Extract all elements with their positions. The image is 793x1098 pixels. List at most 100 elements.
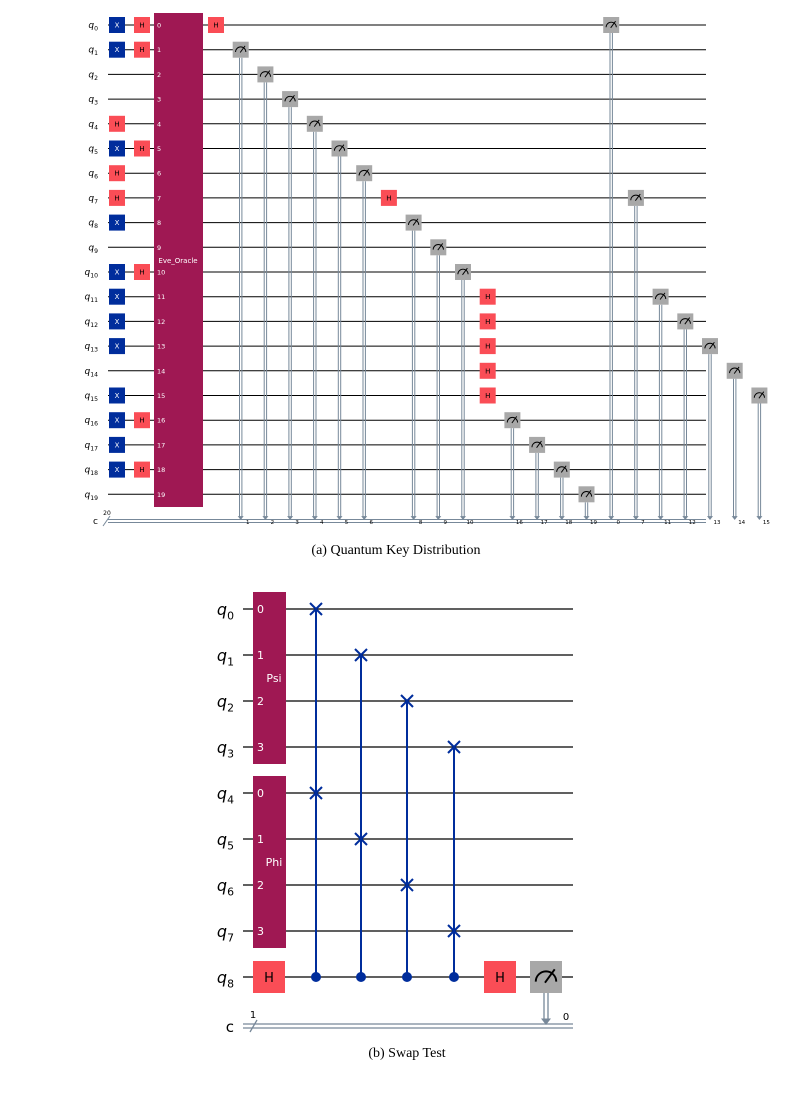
qkd-measure-arrow — [237, 516, 244, 520]
qkd-oracle-port-label: 0 — [157, 22, 161, 30]
qkd-cbit-label: 19 — [590, 520, 597, 526]
qkd-cbit-label: 4 — [320, 520, 324, 526]
qkd-qubit-label-base: q — [85, 293, 91, 303]
swap-h-gate-label: H — [264, 971, 274, 986]
swap-phi-port-label: 1 — [257, 833, 264, 846]
qkd-x-gate-label: X — [115, 219, 120, 227]
swap-qubit-label-sub: 2 — [227, 701, 234, 714]
qkd-qubit-label-base: q — [88, 70, 94, 80]
swap-control-dot — [356, 972, 366, 982]
qkd-measure-gate — [603, 17, 620, 33]
qkd-measure-gate — [232, 41, 249, 58]
qkd-x-gate — [109, 436, 125, 453]
qkd-qubit-label-sub: 10 — [90, 273, 98, 280]
qkd-measure-gate-meter-arc — [432, 244, 444, 250]
qkd-measure-gate — [282, 91, 299, 108]
qkd-x-gate — [109, 264, 125, 280]
qkd-cbit-label: 11 — [664, 520, 671, 526]
qkd-x-gate-label: X — [115, 46, 120, 54]
qkd-qubit-label: q4 — [88, 120, 98, 132]
qkd-measure-gate-meter-needle — [239, 45, 246, 53]
qkd-h-gate-label: H — [139, 46, 144, 54]
qkd-measure-arrow — [558, 516, 565, 520]
qkd-h-gate-label: H — [485, 343, 490, 351]
swap-control-dot — [311, 972, 321, 982]
qkd-oracle-port-label: 5 — [157, 145, 161, 153]
swap-qubit-label: q7 — [217, 922, 234, 944]
qkd-measure-arrow — [583, 516, 590, 520]
qkd-qubit-label-sub: 19 — [90, 495, 98, 502]
qkd-measure-gate-meter-arc — [630, 194, 642, 201]
qkd-measure-gate-meter-needle — [313, 119, 320, 127]
qkd-measure-gate-meter-needle — [733, 366, 740, 374]
swap-control-dot — [449, 972, 459, 982]
qkd-measure-gate — [702, 338, 718, 355]
swap-qubit-label-base: q — [217, 600, 227, 619]
qkd-qubit-label-sub: 17 — [90, 445, 98, 452]
qkd-oracle-port-label: 19 — [157, 491, 165, 499]
qkd-h-gate — [380, 189, 397, 206]
qkd-measure-gate — [627, 189, 644, 206]
qkd-x-gate-label: X — [115, 318, 120, 326]
qkd-cbit-label: 2 — [271, 520, 275, 526]
swap-cross-mark — [447, 740, 461, 754]
qkd-measure-gate-meter-needle — [610, 20, 616, 29]
qkd-qubit-label-base: q — [88, 95, 94, 105]
swap-phi-port-label: 0 — [257, 787, 264, 800]
swap-phi-box — [253, 776, 286, 948]
qkd-x-gate — [109, 17, 125, 33]
qkd-measure-arrow — [262, 516, 269, 520]
qkd-measure-arrow — [682, 516, 689, 520]
qkd-classical-bundle-slash — [102, 515, 111, 527]
qkd-h-gate — [109, 165, 125, 182]
qkd-cbit-label: 17 — [541, 520, 548, 526]
qkd-eve-oracle-box — [154, 13, 203, 507]
qkd-qubit-label-base: q — [88, 194, 94, 204]
qkd-measure-gate-meter-needle — [758, 391, 765, 399]
swap-cross-mark — [309, 786, 323, 800]
qkd-x-gate-label: X — [115, 269, 120, 277]
swap-phi-port-label: 2 — [257, 879, 264, 892]
qkd-caption: (a) Quantum Key Distribution — [311, 543, 480, 558]
qkd-h-gate-label: H — [114, 170, 119, 178]
qkd-x-gate — [109, 288, 125, 305]
qkd-qubit-label-sub: 1 — [94, 50, 98, 57]
qkd-qubit-label: q18 — [85, 466, 99, 478]
qkd-qubit-label-base: q — [85, 342, 91, 352]
swap-classical-label: c — [226, 1018, 234, 1036]
qkd-measure-arrow — [361, 516, 368, 520]
qkd-oracle-port-label: 18 — [157, 466, 165, 474]
qkd-x-gate-label: X — [115, 417, 120, 425]
qkd-x-gate-label: X — [115, 392, 120, 400]
qkd-cbit-label: 16 — [516, 520, 523, 526]
qkd-h-gate — [479, 387, 496, 404]
qkd-qubit-label-base: q — [88, 46, 94, 56]
swap-h-gate — [484, 961, 516, 993]
qkd-measure-gate — [430, 239, 447, 256]
qkd-h-gate — [479, 313, 496, 330]
qkd-qubit-label-base: q — [88, 120, 94, 130]
swap-psi-port-label: 3 — [257, 741, 264, 754]
swap-qubit-label-base: q — [217, 646, 227, 665]
qkd-h-gate-label: H — [139, 269, 144, 277]
swap-qubit-label-sub: 6 — [227, 885, 234, 898]
qkd-qubit-label: q8 — [88, 219, 98, 231]
qkd-measure-arrow — [608, 516, 615, 520]
qkd-classical-label: c — [93, 517, 98, 527]
qkd-qubit-label-base: q — [85, 317, 91, 327]
qkd-oracle-port-label: 1 — [157, 46, 161, 54]
qkd-measure-gate — [405, 214, 422, 231]
qkd-h-gate — [109, 189, 125, 206]
qkd-oracle-port-label: 6 — [157, 170, 161, 178]
qkd-qubit-label: q3 — [88, 95, 98, 107]
qkd-h-gate-label: H — [114, 194, 119, 202]
qkd-qubit-label-sub: 11 — [90, 297, 98, 304]
qkd-measure-gate — [677, 313, 694, 330]
qkd-oracle-port-label: 16 — [157, 417, 165, 425]
qkd-measure-gate-meter-arc — [284, 95, 296, 102]
qkd-qubit-label: q19 — [85, 490, 99, 502]
swap-qubit-label-base: q — [217, 876, 227, 895]
qkd-classical-count: 20 — [103, 510, 111, 517]
qkd-qubit-label: q15 — [85, 392, 99, 404]
